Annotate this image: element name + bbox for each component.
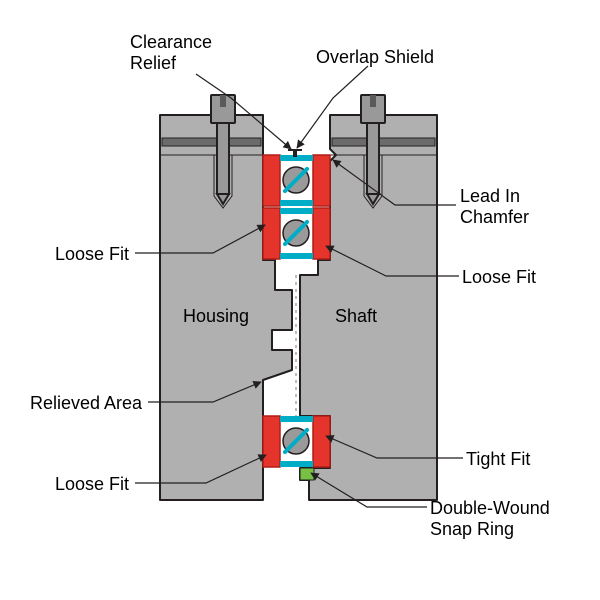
bearing-lower xyxy=(263,416,330,467)
label-looseFitLower: Loose Fit xyxy=(55,474,129,495)
shaft-label: Shaft xyxy=(335,306,377,326)
bearing-upper-1 xyxy=(263,155,330,206)
label-looseFitUpperRight: Loose Fit xyxy=(462,267,536,288)
housing-label: Housing xyxy=(183,306,249,326)
bearing-upper-2 xyxy=(263,208,330,259)
label-leadInChamfer: Lead InChamfer xyxy=(460,186,529,227)
label-tightFit: Tight Fit xyxy=(466,449,530,470)
label-doubleWoundSnapRing: Double-WoundSnap Ring xyxy=(430,498,550,539)
label-looseFitUpperLeft: Loose Fit xyxy=(55,244,129,265)
label-clearanceRelief: ClearanceRelief xyxy=(130,32,212,73)
label-overlapShield: Overlap Shield xyxy=(316,47,434,68)
label-relievedArea: Relieved Area xyxy=(30,393,142,414)
